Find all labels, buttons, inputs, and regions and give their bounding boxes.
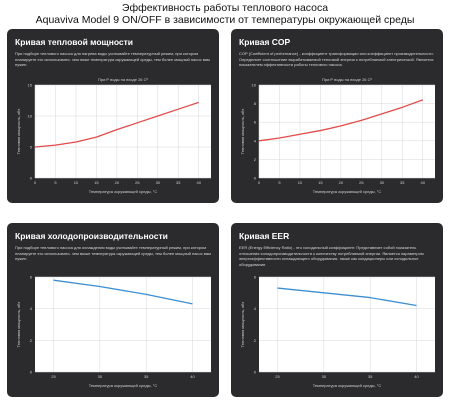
x-tick-label: 10 <box>74 180 79 185</box>
x-tick-label: 15 <box>318 180 323 185</box>
page-header: Эффективность работы теплового насоса Aq… <box>0 2 450 26</box>
x-tick-label: 20 <box>115 180 120 185</box>
y-tick-label: 4 <box>30 306 33 311</box>
y-axis-label: Тепловая мощность, кВт <box>240 108 245 154</box>
series-line <box>277 287 417 307</box>
y-axis-label: Тепловая мощность, кВт <box>16 301 21 347</box>
y-tick-label: 2 <box>254 157 257 162</box>
x-tick-label: 10 <box>298 180 303 185</box>
x-tick-label: 40 <box>196 180 201 185</box>
series-line <box>258 99 423 142</box>
x-tick-label: 30 <box>380 180 385 185</box>
x-tick-label: 5 <box>278 180 281 185</box>
plot-area <box>259 277 435 372</box>
y-tick-label: 2 <box>254 338 257 343</box>
x-tick-label: 30 <box>98 374 103 379</box>
y-tick-label: 4 <box>254 138 257 143</box>
x-axis-label: Температура окружающей среды, °С <box>313 189 382 194</box>
y-tick-label: 4 <box>254 306 257 311</box>
y-tick-label: 6 <box>254 275 257 280</box>
cooling-capacity-chart: 25 30 35 40 0 2 4 6 Температура окружающей среды… <box>16 275 211 388</box>
card-title: Кривая COP <box>239 37 291 47</box>
card-description: При подборе теплового насоса для охлажде… <box>15 245 211 261</box>
card-description: COP (Coefficient of performance) - коэфф… <box>239 51 434 67</box>
plot-area <box>259 85 435 178</box>
card-description: При подборе теплового насоса для нагрева… <box>15 51 210 67</box>
plot-area <box>35 85 211 178</box>
y-tick-label: 6 <box>254 120 257 125</box>
x-tick-label: 0 <box>258 180 261 185</box>
y-tick-label: 10 <box>252 83 257 88</box>
x-tick-label: 30 <box>322 374 327 379</box>
x-axis-label: Температура окружающей среды, °С <box>89 383 158 388</box>
x-tick-label: 40 <box>190 374 195 379</box>
x-axis-label: Температура окружающей среды, °С <box>313 383 382 388</box>
y-tick-label: 0 <box>30 370 33 375</box>
card-description: EER (Energy Efficiency Ratio) - это холо… <box>239 245 424 267</box>
x-tick-label: 15 <box>94 180 99 185</box>
x-tick-label: 35 <box>400 180 405 185</box>
y-tick-label: 0 <box>254 176 257 181</box>
x-tick-label: 40 <box>414 374 419 379</box>
y-tick-label: 15 <box>28 83 33 88</box>
plot-area <box>35 277 211 372</box>
heat-capacity-card: Кривая тепловой мощности При подборе теп… <box>7 29 219 203</box>
x-tick-label: 25 <box>359 180 364 185</box>
x-tick-label: 25 <box>51 374 56 379</box>
cooling-capacity-card: Кривая холодопроизводительности При подб… <box>7 223 219 397</box>
card-title: Кривая EER <box>239 231 290 241</box>
series-line <box>34 101 199 148</box>
page-title: Эффективность работы теплового насоса <box>121 2 329 14</box>
card-title: Кривая холодопроизводительности <box>15 231 168 241</box>
y-tick-label: 5 <box>30 145 33 150</box>
x-tick-label: 25 <box>135 180 140 185</box>
y-tick-label: 0 <box>30 176 33 181</box>
eer-card: Кривая EER EER (Energy Efficiency Ratio)… <box>231 223 443 397</box>
x-tick-label: 35 <box>144 374 149 379</box>
plot-title: При tº воды на входе 26 Сº <box>322 77 373 82</box>
cop-chart: При tº воды на входе 26 Сº0 5 10 15 20 25 30 35… <box>240 77 435 194</box>
cop-card: Кривая COP COP (Coefficient of performan… <box>231 29 443 203</box>
page-subtitle: Aquaviva Model 9 ON/OFF в зависимости от… <box>35 14 415 26</box>
y-tick-label: 2 <box>30 338 33 343</box>
x-axis-label: Температура окружающей среды, °С <box>89 189 158 194</box>
eer-chart: 25 30 35 40 0 2 4 6 Температура окружающей среды… <box>240 275 435 388</box>
x-tick-label: 30 <box>156 180 161 185</box>
heat-capacity-chart: При tº воды на входе 26 Сº 0 5 10 15 20 25 30 35… <box>16 77 211 194</box>
x-tick-label: 35 <box>368 374 373 379</box>
y-axis-label: Тепловая мощность, кВт <box>16 108 21 154</box>
y-tick-label: 0 <box>254 370 257 375</box>
x-tick-label: 0 <box>34 180 37 185</box>
y-tick-label: 10 <box>28 114 33 119</box>
x-tick-label: 20 <box>339 180 344 185</box>
y-tick-label: 8 <box>254 101 257 106</box>
series-line <box>53 279 193 305</box>
card-title: Кривая тепловой мощности <box>15 37 134 47</box>
plot-title: При tº воды на входе 26 Сº <box>98 77 149 82</box>
x-tick-label: 40 <box>420 180 425 185</box>
x-tick-label: 25 <box>275 374 280 379</box>
x-tick-label: 5 <box>54 180 57 185</box>
y-axis-label: Тепловая мощность, кВт <box>240 301 245 347</box>
y-tick-label: 6 <box>30 275 33 280</box>
x-tick-label: 35 <box>176 180 181 185</box>
